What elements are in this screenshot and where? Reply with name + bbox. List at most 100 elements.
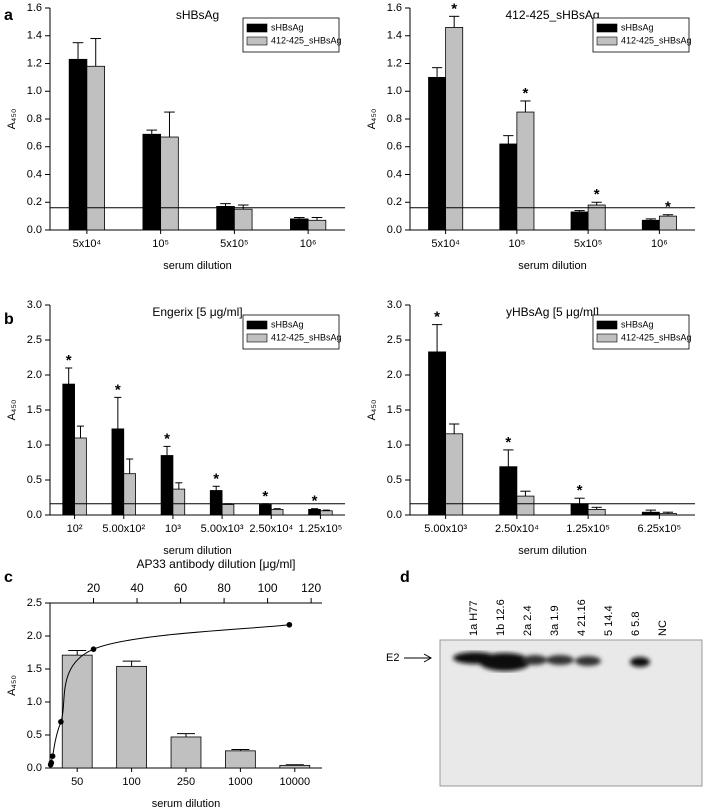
x-tick-label: 2.50x10⁴ bbox=[495, 523, 539, 535]
significance-marker: * bbox=[312, 493, 318, 510]
legend-label: sHBsAg bbox=[271, 319, 304, 329]
y-tick-label: 0.6 bbox=[387, 141, 402, 153]
y-tick-label: 1.2 bbox=[387, 57, 402, 69]
bar bbox=[428, 76, 447, 231]
legend-swatch bbox=[596, 23, 618, 33]
y-tick-label: 1.6 bbox=[387, 2, 402, 14]
panel-label: c bbox=[4, 569, 13, 586]
y-tick-label: 1.0 bbox=[387, 439, 402, 451]
band bbox=[575, 656, 601, 666]
y-tick-label: 0.8 bbox=[387, 113, 402, 125]
x-axis-label: serum dilution bbox=[163, 260, 231, 272]
x-tick-label: 5x10⁴ bbox=[431, 238, 460, 250]
x-tick-label: 10³ bbox=[165, 523, 181, 535]
y-tick-label: 1.2 bbox=[27, 57, 42, 69]
bar bbox=[428, 351, 447, 516]
x-tick-label: 10⁶ bbox=[300, 238, 317, 250]
y-tick-label: 0.0 bbox=[27, 224, 42, 236]
chart-title: Engerix [5 μg/ml] bbox=[152, 305, 242, 319]
bar bbox=[516, 111, 535, 231]
y-tick-label: 0.4 bbox=[387, 168, 402, 180]
x2-tick-label: 80 bbox=[217, 581, 231, 595]
chart-title: yHBsAg [5 μg/ml] bbox=[506, 305, 599, 319]
significance-marker: * bbox=[594, 186, 600, 203]
y-tick-label: 2.0 bbox=[387, 369, 402, 381]
bar bbox=[587, 204, 606, 231]
y-tick-label: 0.5 bbox=[27, 729, 42, 741]
legend-label: 412-425_sHBsAg bbox=[621, 35, 692, 45]
y-tick-label: 2.5 bbox=[27, 334, 42, 346]
bar bbox=[233, 208, 253, 231]
significance-marker: * bbox=[434, 309, 440, 326]
band bbox=[479, 653, 531, 671]
y-tick-label: 2.5 bbox=[387, 334, 402, 346]
y-axis-label: A₄₅₀ bbox=[366, 400, 378, 421]
x-tick-label: 10² bbox=[67, 523, 83, 535]
lane-label: 2a 2.4 bbox=[522, 605, 534, 636]
bar bbox=[641, 511, 660, 516]
band-label: E2 bbox=[386, 652, 399, 664]
y-tick-label: 1.5 bbox=[27, 404, 42, 416]
x-tick-label: 5.00x10³ bbox=[424, 523, 467, 535]
lane-label: NC bbox=[657, 620, 669, 636]
significance-marker: * bbox=[262, 488, 268, 505]
y-tick-label: 1.0 bbox=[27, 439, 42, 451]
y-tick-label: 2.0 bbox=[27, 630, 42, 642]
significance-marker: * bbox=[66, 352, 72, 369]
y-tick-label: 1.4 bbox=[27, 30, 42, 42]
significance-marker: * bbox=[523, 85, 529, 102]
bar bbox=[516, 495, 535, 516]
y-tick-label: 0.2 bbox=[27, 196, 42, 208]
blot-bands bbox=[453, 652, 650, 671]
y-tick-label: 3.0 bbox=[27, 299, 42, 311]
x2-tick-label: 100 bbox=[258, 581, 278, 595]
x-tick-label: 5x10⁴ bbox=[73, 238, 102, 250]
x2-tick-label: 20 bbox=[87, 581, 101, 595]
lane-label: 1a H77 bbox=[468, 601, 480, 636]
bar bbox=[111, 428, 125, 516]
y-tick-label: 1.5 bbox=[387, 404, 402, 416]
x-tick-label: 5.00x10³ bbox=[201, 523, 244, 535]
legend-label: 412-425_sHBsAg bbox=[271, 332, 342, 342]
bar bbox=[170, 736, 202, 769]
x-tick-label: 2.50x10⁴ bbox=[249, 523, 293, 535]
bar bbox=[221, 504, 235, 516]
legend-label: 412-425_sHBsAg bbox=[621, 332, 692, 342]
y-tick-label: 0.0 bbox=[27, 509, 42, 521]
legend bbox=[592, 314, 690, 350]
x-tick-label: 10⁵ bbox=[152, 238, 169, 250]
bar bbox=[308, 508, 321, 516]
significance-marker: * bbox=[451, 0, 457, 17]
bar bbox=[68, 58, 88, 231]
legend-label: sHBsAg bbox=[621, 319, 654, 329]
y-tick-label: 0.5 bbox=[27, 474, 42, 486]
lane-label: 6 5.8 bbox=[630, 612, 642, 636]
bar bbox=[658, 215, 677, 231]
y-axis-label: A₄₅₀ bbox=[6, 109, 18, 130]
bar bbox=[499, 466, 518, 516]
bar bbox=[641, 219, 660, 231]
bar bbox=[123, 473, 136, 516]
y-tick-label: 0.6 bbox=[27, 141, 42, 153]
significance-marker: * bbox=[665, 199, 671, 216]
x-tick-label: 1.25x10⁵ bbox=[566, 523, 610, 535]
bar bbox=[290, 218, 309, 231]
x-axis-label: serum dilution bbox=[518, 545, 586, 557]
lane-label: 5 14.4 bbox=[603, 605, 615, 636]
significance-marker: * bbox=[164, 430, 170, 447]
y-tick-label: 2.0 bbox=[27, 369, 42, 381]
y-tick-label: 3.0 bbox=[387, 299, 402, 311]
x-tick-label: 5.00x10² bbox=[102, 523, 145, 535]
band bbox=[630, 657, 650, 667]
y-tick-label: 2.5 bbox=[27, 597, 42, 609]
y-tick-label: 0.5 bbox=[387, 474, 402, 486]
bar bbox=[216, 206, 235, 231]
y-tick-label: 0.0 bbox=[27, 762, 42, 774]
bar bbox=[225, 750, 256, 769]
lane-label: 4 21.16 bbox=[576, 599, 588, 636]
panel-label: a bbox=[4, 7, 13, 24]
legend-swatch bbox=[596, 36, 618, 46]
x-tick-label: 1000 bbox=[228, 776, 252, 788]
x-axis-label: serum dilution bbox=[518, 260, 586, 272]
